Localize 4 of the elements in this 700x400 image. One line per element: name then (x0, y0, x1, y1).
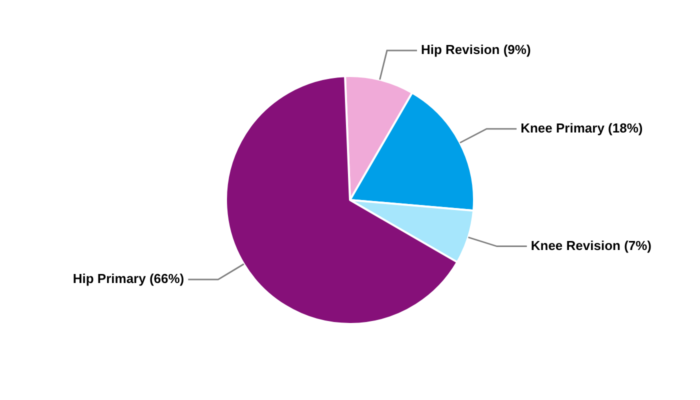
slice-label: Hip Revision (9%) (420, 42, 531, 58)
slice-label: Hip Primary (66%) (72, 271, 184, 286)
slice-label: Knee Primary (18%) (520, 120, 643, 136)
slice-label: Knee Revision (7%) (530, 238, 652, 253)
